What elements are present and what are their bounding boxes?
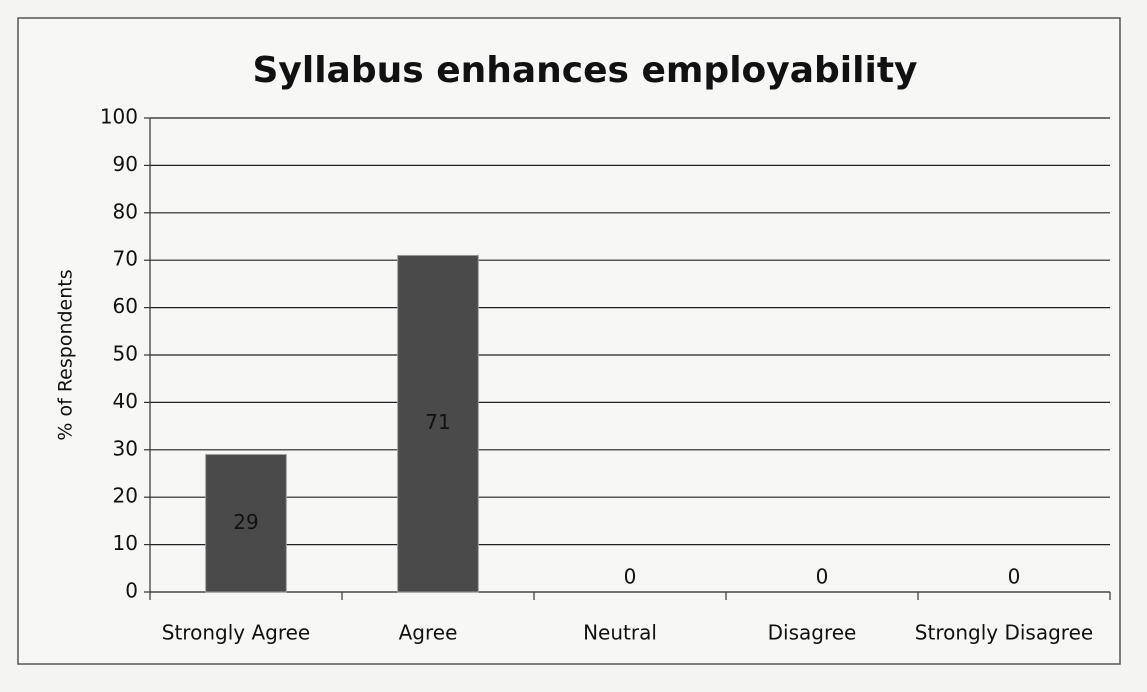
y-tick-label: 50: [113, 342, 138, 366]
y-tick-label: 40: [113, 389, 138, 413]
y-tick-label: 100: [100, 105, 138, 129]
x-tick-label: Disagree: [768, 621, 857, 645]
x-tick-label: Strongly Disagree: [915, 621, 1093, 645]
y-tick-label: 20: [113, 484, 138, 508]
bar: [397, 254, 479, 593]
data-label: 71: [425, 410, 450, 434]
y-tick-label: 80: [113, 199, 138, 223]
y-tick-label: 70: [113, 247, 138, 271]
x-tick-label: Agree: [399, 621, 458, 645]
y-tick-label: 90: [113, 152, 138, 176]
chart-frame: [17, 17, 1121, 665]
data-label: 0: [624, 565, 637, 589]
chart-title: Syllabus enhances employability: [252, 50, 917, 91]
x-tick-label: Neutral: [583, 621, 657, 645]
data-label: 0: [816, 565, 829, 589]
data-label: 0: [1008, 565, 1021, 589]
y-tick-label: 10: [113, 531, 138, 555]
data-label: 29: [233, 510, 258, 534]
x-tick-label: Strongly Agree: [162, 621, 310, 645]
y-tick-label: 0: [125, 579, 138, 603]
y-axis-label: % of Respondents: [55, 269, 77, 440]
bar: [205, 454, 287, 593]
y-tick-label: 30: [113, 436, 138, 460]
y-tick-label: 60: [113, 294, 138, 318]
